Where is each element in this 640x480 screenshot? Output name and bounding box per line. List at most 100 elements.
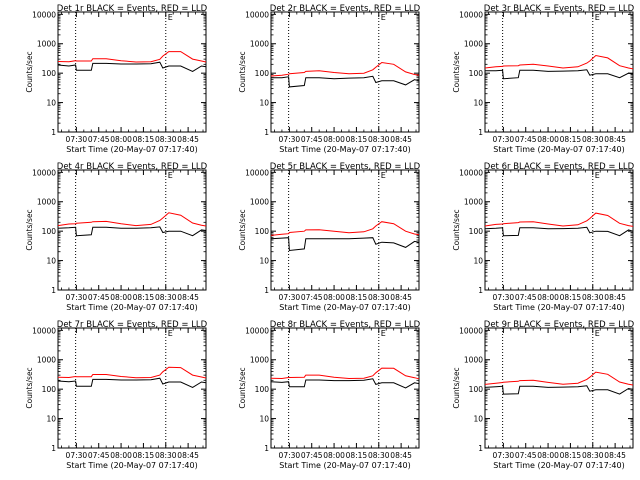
- y-tick-label: 10000: [32, 326, 56, 335]
- x-tick-label: 08:45: [177, 451, 199, 460]
- x-tick-label: 07:30: [66, 293, 88, 302]
- y-tick-label: 1000: [250, 40, 269, 49]
- panel-title: Det 3r BLACK = Events, RED = LLD: [484, 4, 635, 14]
- y-tick-label: 100: [42, 385, 57, 394]
- x-tick-label: 08:45: [390, 451, 412, 460]
- series-events-line: [270, 378, 420, 389]
- series-lld-line: [484, 54, 634, 70]
- y-tick-label: 1000: [37, 356, 56, 365]
- x-tick-label: 08:30: [155, 293, 177, 302]
- y-tick-label: 10: [46, 257, 56, 266]
- panel-det-8: Det 8r BLACK = Events, RED = LLD 1 10 100 10…: [238, 320, 421, 470]
- x-tick-label: 08:00: [537, 293, 559, 302]
- x-tick-label: 07:45: [515, 135, 537, 144]
- x-tick-label: 07:30: [493, 135, 515, 144]
- y-axis-label: Counts/sec: [452, 209, 461, 250]
- series-lld-line: [484, 212, 634, 227]
- series-lld-line: [57, 51, 207, 63]
- panel-title: Det 1r BLACK = Events, RED = LLD: [57, 4, 208, 14]
- panel-det-7: Det 7r BLACK = Events, RED = LLD 1 10 100 10…: [25, 320, 208, 470]
- x-tick-label: 08:45: [390, 293, 412, 302]
- y-tick-label: 10000: [459, 10, 483, 19]
- y-tick-label: 1000: [250, 356, 269, 365]
- x-tick-label: 08:15: [346, 293, 368, 302]
- panel-title: Det 2r BLACK = Events, RED = LLD: [270, 4, 421, 14]
- e-marker-label: E: [595, 329, 600, 338]
- x-tick-label: 08:45: [604, 293, 626, 302]
- x-tick-label: 08:30: [582, 135, 604, 144]
- panel-title: Det 7r BLACK = Events, RED = LLD: [57, 320, 208, 330]
- y-axis-label: Counts/sec: [238, 367, 247, 408]
- x-tick-label: 07:30: [279, 293, 301, 302]
- y-axis-label: Counts/sec: [25, 209, 34, 250]
- x-tick-label: 08:45: [177, 293, 199, 302]
- x-tick-label: 08:15: [346, 451, 368, 460]
- x-tick-label: 08:00: [323, 135, 345, 144]
- series-lld-line: [270, 221, 420, 236]
- x-axis-label: Start Time (20-May-07 07:17:40): [279, 303, 410, 312]
- y-tick-label: 1: [51, 128, 56, 137]
- y-tick-label: 10000: [32, 168, 56, 177]
- x-tick-label: 08:00: [110, 451, 132, 460]
- y-tick-label: 100: [255, 385, 270, 394]
- y-axis-label: Counts/sec: [238, 51, 247, 92]
- x-tick-label: 07:45: [515, 293, 537, 302]
- y-tick-label: 100: [42, 227, 57, 236]
- y-tick-label: 10000: [245, 168, 269, 177]
- plot-frame: [270, 327, 420, 449]
- e-marker-label: E: [381, 13, 386, 22]
- y-tick-label: 10000: [459, 168, 483, 177]
- plot-frame: [484, 11, 634, 133]
- x-axis-label: Start Time (20-May-07 07:17:40): [493, 303, 624, 312]
- x-tick-label: 08:30: [155, 135, 177, 144]
- y-tick-label: 10: [46, 99, 56, 108]
- panel-title: Det 8r BLACK = Events, RED = LLD: [270, 320, 421, 330]
- panel-det-1: Det 1r BLACK = Events, RED = LLD 1 10 100 10…: [25, 4, 208, 154]
- panel-det-9: Det 9r BLACK = Events, RED = LLD 1 10 100 10…: [452, 320, 635, 470]
- y-axis-label: Counts/sec: [25, 51, 34, 92]
- y-tick-label: 10000: [245, 326, 269, 335]
- x-tick-label: 07:45: [88, 451, 110, 460]
- y-tick-label: 1000: [464, 356, 483, 365]
- x-tick-label: 08:15: [560, 135, 582, 144]
- y-tick-label: 1: [51, 286, 56, 295]
- series-lld-line: [484, 371, 634, 386]
- y-tick-label: 10: [473, 415, 483, 424]
- x-tick-label: 07:45: [301, 293, 323, 302]
- y-axis-label: Counts/sec: [452, 51, 461, 92]
- y-tick-label: 1000: [250, 198, 269, 207]
- x-tick-label: 08:00: [323, 451, 345, 460]
- y-tick-label: 100: [469, 227, 484, 236]
- panel-det-4: Det 4r BLACK = Events, RED = LLD 1 10 100 10…: [25, 162, 208, 312]
- y-tick-label: 1000: [464, 198, 483, 207]
- x-tick-label: 08:15: [346, 135, 368, 144]
- y-tick-label: 10: [46, 415, 56, 424]
- x-tick-label: 08:15: [560, 451, 582, 460]
- y-tick-label: 100: [255, 69, 270, 78]
- panel-title: Det 5r BLACK = Events, RED = LLD: [270, 162, 421, 172]
- x-tick-label: 08:15: [133, 451, 155, 460]
- x-tick-label: 08:30: [582, 451, 604, 460]
- plot-frame: [484, 169, 634, 291]
- x-tick-label: 07:30: [66, 135, 88, 144]
- y-tick-label: 10000: [32, 10, 56, 19]
- series-events-line: [270, 237, 420, 252]
- panel-title: Det 4r BLACK = Events, RED = LLD: [57, 162, 208, 172]
- plot-frame: [57, 327, 207, 449]
- x-axis-label: Start Time (20-May-07 07:17:40): [66, 145, 197, 154]
- x-axis-label: Start Time (20-May-07 07:17:40): [279, 461, 410, 470]
- x-tick-label: 07:30: [493, 293, 515, 302]
- panel-det-2: Det 2r BLACK = Events, RED = LLD 1 10 100 10…: [238, 4, 421, 154]
- x-tick-label: 07:45: [301, 135, 323, 144]
- y-tick-label: 1: [264, 128, 269, 137]
- series-events-line: [484, 385, 634, 395]
- x-tick-label: 08:45: [390, 135, 412, 144]
- plot-frame: [484, 327, 634, 449]
- y-tick-label: 10000: [459, 326, 483, 335]
- x-tick-label: 08:30: [368, 135, 390, 144]
- y-tick-label: 100: [42, 69, 57, 78]
- plot-frame: [57, 169, 207, 291]
- y-axis-label: Counts/sec: [238, 209, 247, 250]
- x-tick-label: 08:00: [323, 293, 345, 302]
